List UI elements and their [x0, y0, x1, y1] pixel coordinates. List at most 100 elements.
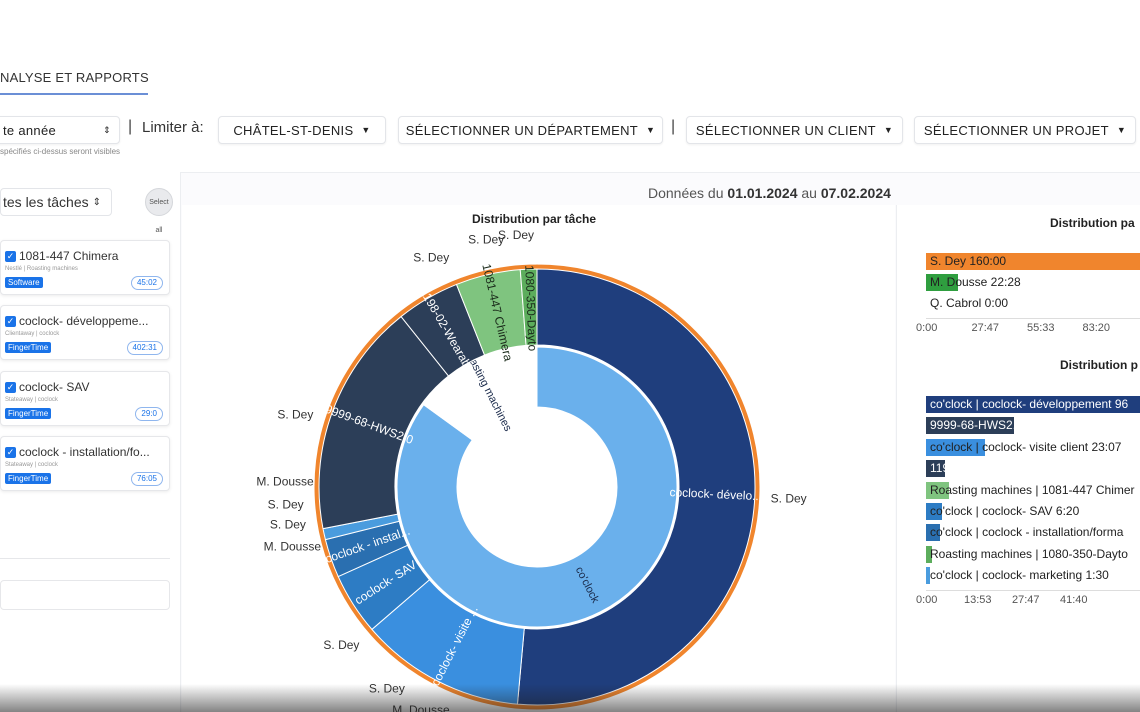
sunburst-outer-label: S. Dey [277, 408, 313, 422]
task-card[interactable]: ✓ coclock- SAV Stateaway | coclock Finge… [0, 371, 170, 426]
axis-tick-label: 13:53 [964, 594, 992, 606]
bar-label: co'clock | coclock- marketing 1:30 [930, 568, 1109, 583]
sunburst-outer-label: S. Dey [468, 232, 504, 246]
tab-bar [0, 0, 1140, 97]
sunburst-inner-slice[interactable] [396, 346, 678, 628]
task-duration: 76:05 [130, 472, 163, 486]
updown-icon: ⇕ [92, 196, 101, 208]
period-select[interactable]: te année ⇕ [0, 116, 120, 144]
checkbox-checked-icon[interactable]: ✓ [5, 251, 16, 262]
checkbox-checked-icon[interactable]: ✓ [5, 382, 16, 393]
period-select-value: te année [3, 122, 57, 138]
select-all-button[interactable]: Select all [145, 188, 173, 234]
task-duration: 45:02 [130, 276, 163, 290]
bar[interactable] [926, 481, 949, 499]
separator: | [128, 118, 133, 135]
bar-label: Q. Cabrol 0:00 [930, 296, 1009, 310]
employee-distribution-title: Distribution pa [1050, 216, 1135, 230]
divider [0, 558, 170, 559]
sunburst-outer-label: M. Dousse [392, 703, 450, 712]
bar-label: Roasting machines | 1080-350-Dayto [930, 546, 1128, 561]
bar[interactable] [926, 567, 930, 585]
tab-active-indicator [0, 93, 148, 95]
department-select-value: SÉLECTIONNER UN DÉPARTEMENT [405, 122, 639, 138]
project-select[interactable]: SÉLECTIONNER UN PROJET ▼ [914, 116, 1136, 144]
bar[interactable] [926, 524, 940, 542]
bar-label: M. Dousse 22:28 [930, 275, 1021, 289]
bar[interactable] [926, 274, 959, 291]
task-subtitle: Stateaway | coclock [5, 397, 58, 403]
axis-tick-label: 27:47 [971, 322, 1000, 334]
project-select-value: SÉLECTIONNER UN PROJET [923, 122, 1109, 138]
sunburst-outer-label: S. Dey [268, 497, 304, 511]
sunburst-middle-slice[interactable] [519, 268, 538, 346]
bar[interactable] [926, 417, 1015, 435]
separator: | [671, 118, 676, 135]
bar[interactable] [926, 438, 986, 456]
sunburst-outer-label: S. Dey [413, 250, 449, 264]
task-card[interactable]: ✓ coclock- développeme... Clientaway | c… [0, 305, 170, 360]
date-range: Données du 01.01.2024 au 07.02.2024 [648, 185, 891, 201]
filter-hint: spécifiés ci-dessus seront visibles [0, 147, 121, 156]
location-select[interactable]: CHÂTEL-ST-DENIS ▼ [218, 116, 386, 144]
axis-line [926, 318, 1140, 319]
task-filter-value: tes les tâches [3, 194, 89, 210]
bar-label: 9999-68-HWS2.0 34:30 [930, 418, 1057, 433]
sunburst-middle-label: 1080-350-Dayto [522, 265, 539, 352]
bar-label: S. Dey 160:00 [930, 254, 1007, 268]
sunburst-outer-label: S. Dey [270, 517, 306, 531]
chevron-down-icon: ▼ [646, 125, 656, 135]
pie-title: Distribution par tâche [472, 212, 597, 226]
bar[interactable] [926, 396, 1140, 413]
task-distribution-title: Distribution p [1060, 358, 1138, 372]
chevron-down-icon: ▼ [883, 125, 894, 135]
task-title: coclock - installation/fo... [19, 445, 150, 459]
sunburst-outer-label: S. Dey [771, 492, 807, 506]
sunburst-middle-label: coclock- dévelo... [669, 485, 762, 503]
bar[interactable] [926, 460, 946, 478]
bar[interactable] [926, 253, 1140, 270]
checkbox-checked-icon[interactable]: ✓ [5, 447, 16, 458]
bar[interactable] [926, 503, 943, 520]
task-title: 1081-447 Chimera [19, 249, 119, 263]
client-select[interactable]: SÉLECTIONNER UN CLIENT ▼ [686, 116, 903, 144]
date-mid: au [801, 185, 817, 201]
bar-label: 1198-02-Wearable 7:29 [930, 461, 1055, 476]
limit-label: Limiter à: [142, 119, 204, 136]
bar[interactable] [926, 295, 928, 312]
task-tag: FingerTime [5, 342, 52, 353]
client-select-value: SÉLECTIONNER UN CLIENT [695, 122, 876, 138]
task-card[interactable]: ✓ coclock - installation/fo... Stateaway… [0, 436, 170, 491]
task-tag: Software [5, 277, 43, 288]
sunburst-outer-label: S. Dey [369, 682, 405, 696]
bar[interactable] [926, 545, 932, 563]
department-select[interactable]: SÉLECTIONNER UN DÉPARTEMENT ▼ [398, 116, 663, 144]
chevron-down-icon: ▼ [361, 125, 371, 135]
sunburst-outer-label: M. Dousse [264, 540, 322, 554]
bar-label: Roasting machines | 1081-447 Chimer [930, 482, 1135, 497]
task-tag: FingerTime [5, 473, 52, 484]
tab-analyse-rapports[interactable]: NALYSE ET RAPPORTS [0, 70, 149, 85]
date-from: 01.01.2024 [727, 185, 798, 201]
checkbox-checked-icon[interactable]: ✓ [5, 316, 16, 327]
task-filter-select[interactable]: tes les tâches ⇕ [0, 188, 112, 216]
task-tag: FingerTime [5, 408, 52, 419]
sunburst-inner-slice[interactable] [423, 346, 538, 441]
bar-label: co'clock | coclock- visite client 23:07 [930, 439, 1122, 454]
axis-tick-label: 41:40 [1060, 594, 1088, 606]
date-prefix: Données du [648, 185, 724, 201]
task-card[interactable]: ✓ 1081-447 Chimera Nestlé | Roasting mac… [0, 240, 170, 295]
task-duration: 29:0 [135, 407, 163, 421]
task-subtitle: Nestlé | Roasting machines [5, 266, 78, 272]
bar-label: co'clock | coclock- SAV 6:20 [930, 504, 1080, 518]
axis-tick-label: 55:33 [1027, 322, 1055, 334]
task-subtitle: Clientaway | coclock [5, 331, 60, 337]
task-subtitle: Stateaway | coclock [5, 462, 58, 468]
bar-label: co'clock | coclock- développement 96 [930, 397, 1129, 411]
task-duration: 402:31 [126, 341, 163, 355]
sunburst-outer-label: S. Dey [498, 230, 534, 242]
task-title: coclock- SAV [19, 380, 90, 394]
sunburst-outer-label: M. Dousse [256, 475, 314, 489]
chevron-down-icon: ▼ [1116, 125, 1127, 135]
